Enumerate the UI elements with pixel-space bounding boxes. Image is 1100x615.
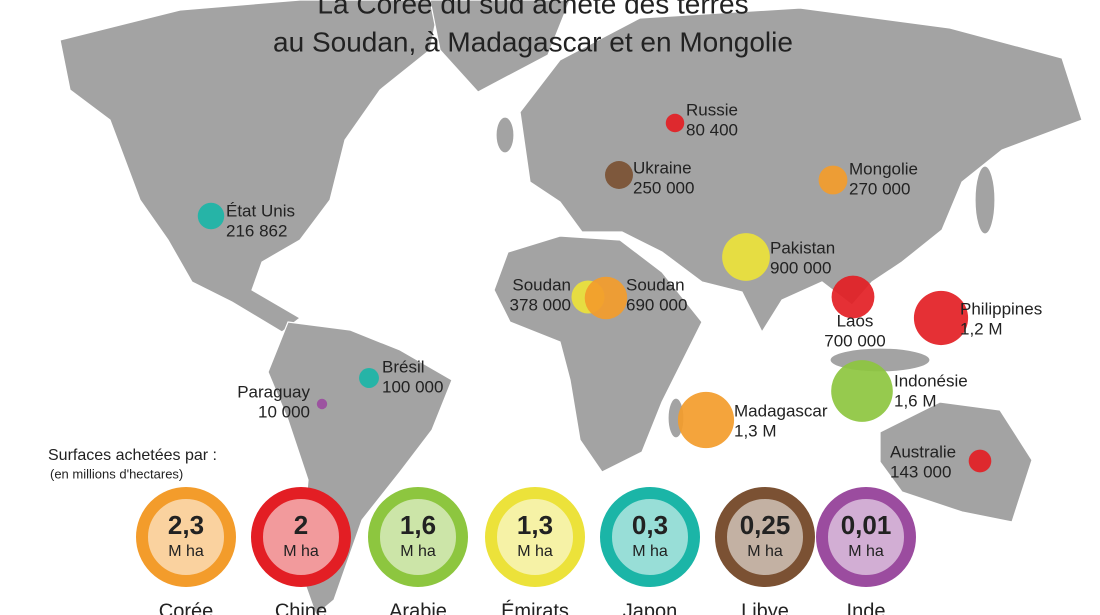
marker [968, 449, 992, 473]
marker-name: Russie [686, 100, 738, 119]
legend-badge-base [142, 493, 230, 581]
marker [831, 275, 875, 319]
japan [974, 165, 996, 235]
legend-value: 0,3 [632, 510, 668, 540]
marker [818, 165, 848, 195]
legend-unit: M ha [400, 543, 436, 560]
legend-country: Chine [275, 600, 327, 615]
marker [197, 202, 225, 230]
legend-badge-fill [142, 493, 230, 581]
marker [605, 161, 633, 189]
marker [722, 233, 770, 281]
legend-badge-fill [374, 493, 462, 581]
legend-unit: M ha [632, 543, 668, 560]
legend-badge-base [257, 493, 345, 581]
title-line-1: La Corée du sud achète des terres [317, 0, 748, 19]
marker-value: 100 000 [382, 377, 443, 396]
marker [913, 290, 969, 346]
legend-badge-base [606, 493, 694, 581]
marker-value: 80 400 [686, 120, 738, 139]
legend-country: Arabie [389, 600, 447, 615]
marker-name: Philippines [960, 299, 1042, 318]
africa [493, 235, 703, 473]
marker-value: 143 000 [890, 462, 951, 481]
legend-badge-fill [257, 493, 345, 581]
legend-badge-ring [251, 487, 351, 587]
marker-value: 700 000 [824, 331, 885, 350]
title-line-2: au Soudan, à Madagascar et en Mongolie [273, 26, 793, 57]
legend-value: 1,3 [517, 510, 553, 540]
legend-value: 2,3 [168, 510, 204, 540]
marker-name: Laos [837, 311, 874, 330]
legend-unit: M ha [747, 543, 783, 560]
marker [316, 398, 328, 410]
marker-value: 900 000 [770, 258, 831, 277]
marker-name: État Unis [226, 201, 295, 220]
legend-unit: M ha [848, 543, 884, 560]
legend-value: 0,01 [841, 510, 892, 540]
marker [665, 113, 685, 133]
legend-value: 0,25 [740, 510, 791, 540]
legend-badge-ring [816, 487, 916, 587]
legend-country: Émirats [501, 599, 569, 615]
marker-name: Indonésie [894, 371, 968, 390]
legend-subtitle: (en millions d'hectares) [50, 466, 183, 481]
legend-country: Corée [159, 600, 213, 615]
legend-badge-base [374, 493, 462, 581]
legend-badge-fill [721, 493, 809, 581]
marker-value: 378 000 [510, 295, 571, 314]
marker-value: 216 862 [226, 221, 287, 240]
marker-value: 270 000 [849, 179, 910, 198]
legend-badge-ring [368, 487, 468, 587]
legend-country: Libye [741, 600, 789, 615]
legend-badge-base [721, 493, 809, 581]
marker-name: Pakistan [770, 238, 835, 257]
legend-country: Inde [847, 600, 886, 615]
marker-name: Paraguay [237, 382, 310, 401]
legend-value: 2 [294, 510, 308, 540]
marker [584, 276, 628, 320]
legend-badge-fill [606, 493, 694, 581]
legend-value: 1,6 [400, 510, 436, 540]
marker-name: Madagascar [734, 401, 828, 420]
greenland [429, 0, 571, 93]
legend-badge-ring [600, 487, 700, 587]
legend-badge-ring [485, 487, 585, 587]
legend-badge-base [822, 493, 910, 581]
legend-badge-base [491, 493, 579, 581]
legend-country: Japon [623, 600, 678, 615]
marker [831, 360, 893, 422]
marker-name: Ukraine [633, 158, 692, 177]
marker-value: 1,6 M [894, 391, 937, 410]
marker-value: 1,3 M [734, 421, 777, 440]
legend-badge-ring [136, 487, 236, 587]
marker-value: 690 000 [626, 295, 687, 314]
marker-name: Mongolie [849, 159, 918, 178]
marker [677, 391, 735, 449]
marker-value: 1,2 M [960, 319, 1003, 338]
legend-badge-fill [822, 493, 910, 581]
legend-unit: M ha [283, 543, 319, 560]
marker-name: Brésil [382, 357, 425, 376]
legend-unit: M ha [517, 543, 553, 560]
marker-name: Australie [890, 442, 956, 461]
legend-title: Surfaces achetées par : [48, 447, 217, 464]
legend-unit: M ha [168, 543, 204, 560]
marker-value: 10 000 [258, 402, 310, 421]
legend-badge-ring [715, 487, 815, 587]
marker [359, 368, 379, 388]
uk [495, 116, 515, 154]
marker-name: Soudan [512, 275, 571, 294]
australia [879, 401, 1033, 523]
marker-value: 250 000 [633, 178, 694, 197]
legend-badge-fill [491, 493, 579, 581]
marker-name: Soudan [626, 275, 685, 294]
